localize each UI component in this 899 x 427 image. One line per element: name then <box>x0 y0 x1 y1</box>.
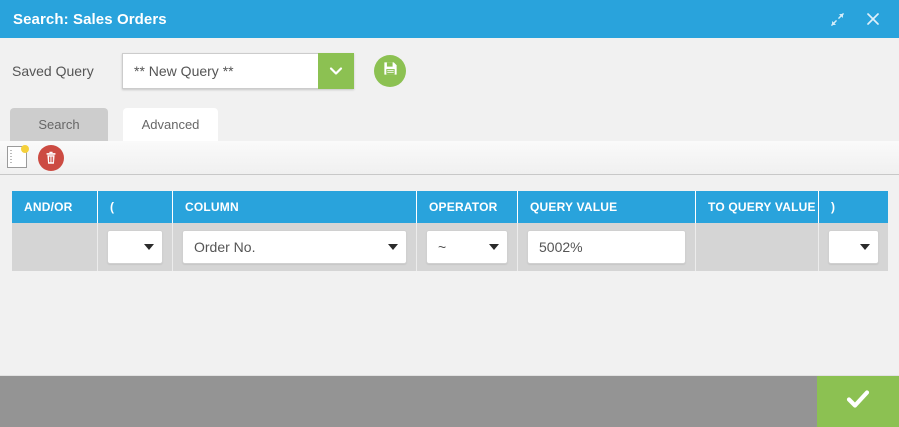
chevron-down-icon[interactable] <box>318 53 354 89</box>
query-value-input[interactable]: 5002% <box>527 230 686 264</box>
criteria-table-header: AND/OR ( COLUMN OPERATOR QUERY VALUE TO … <box>12 191 888 223</box>
chevron-down-icon <box>388 244 398 250</box>
chevron-down-icon <box>144 244 154 250</box>
saved-query-label: Saved Query <box>12 63 94 79</box>
page-title: Search: Sales Orders <box>13 10 167 28</box>
query-value-text: 5002% <box>539 239 583 255</box>
window-controls <box>827 9 883 29</box>
tab-search[interactable]: Search <box>10 108 108 141</box>
close-paren-select[interactable] <box>828 230 879 264</box>
column-header-query-value: QUERY VALUE <box>518 191 696 223</box>
confirm-button[interactable] <box>817 376 899 427</box>
cell-andor <box>12 223 98 271</box>
column-header-to-query-value: TO QUERY VALUE <box>696 191 819 223</box>
close-icon[interactable] <box>863 9 883 29</box>
cell-query-value: 5002% <box>518 223 696 271</box>
criteria-toolbar <box>0 141 899 175</box>
operator-select[interactable]: ~ <box>426 230 508 264</box>
chevron-down-icon <box>489 244 499 250</box>
column-header-operator: OPERATOR <box>417 191 518 223</box>
criteria-table: AND/OR ( COLUMN OPERATOR QUERY VALUE TO … <box>12 191 888 271</box>
dialog-footer <box>0 375 899 427</box>
floppy-save-icon <box>382 60 399 82</box>
saved-query-value[interactable]: ** New Query ** <box>122 53 318 89</box>
check-icon <box>843 386 873 417</box>
new-document-badge <box>21 144 29 153</box>
saved-query-select[interactable]: ** New Query ** <box>122 53 354 89</box>
saved-query-row: Saved Query ** New Query ** <box>0 38 899 104</box>
expand-arrows-icon[interactable] <box>827 9 847 29</box>
cell-to-query-value <box>696 223 819 271</box>
column-value: Order No. <box>194 239 256 255</box>
cell-operator: ~ <box>417 223 518 271</box>
open-paren-select[interactable] <box>107 230 163 264</box>
column-header-column: COLUMN <box>173 191 417 223</box>
chevron-down-icon <box>860 244 870 250</box>
tab-advanced[interactable]: Advanced <box>123 108 218 141</box>
trash-icon[interactable] <box>38 144 64 171</box>
tab-bar: Search Advanced <box>0 105 899 141</box>
save-query-button[interactable] <box>374 55 406 87</box>
new-document-lines <box>10 149 12 164</box>
tab-search-label: Search <box>38 117 80 132</box>
tab-advanced-label: Advanced <box>141 117 200 132</box>
cell-close-paren <box>819 223 888 271</box>
column-header-andor: AND/OR <box>12 191 98 223</box>
footer-spacer <box>0 376 817 427</box>
new-document-icon[interactable] <box>7 144 29 170</box>
operator-value: ~ <box>438 239 447 255</box>
column-header-close-paren: ) <box>831 200 836 214</box>
cell-open-paren <box>98 223 173 271</box>
cell-column: Order No. <box>173 223 417 271</box>
window-title-bar: Search: Sales Orders <box>0 0 899 38</box>
table-row: Order No. ~ 5002% <box>12 223 888 271</box>
column-header-open-paren: ( <box>98 191 173 223</box>
column-select[interactable]: Order No. <box>182 230 407 264</box>
